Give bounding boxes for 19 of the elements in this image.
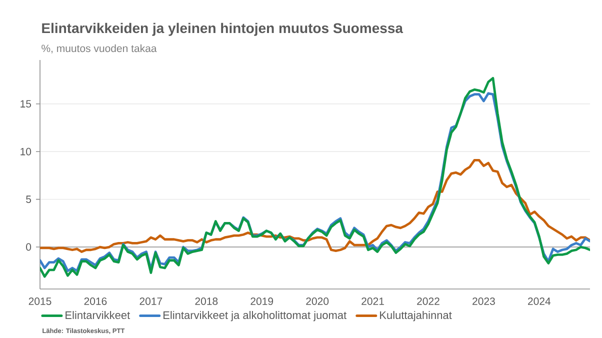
x-tick-label: 2022 [417,298,440,305]
chart-subtitle: %, muutos vuoden takaa [42,44,157,54]
x-tick-label: 2020 [306,298,329,305]
x-tick-label: 2015 [28,298,52,305]
x-tick-label: 2021 [362,298,384,305]
y-tick-label: 5 [26,196,32,203]
x-tick-label: 2024 [528,298,551,305]
y-tick-label: 15 [20,100,32,108]
y-tick-label: 0 [26,243,32,251]
x-tick-label: 2017 [140,298,162,305]
legend-label: Kuluttajahinnat [380,310,452,322]
x-tick-label: 2018 [195,298,218,305]
x-tick-label: 2019 [250,298,274,305]
legend-label: Elintarvikkeet [66,310,130,320]
y-tick-label: 10 [20,148,32,156]
x-tick-label: 2016 [84,298,107,305]
x-tick-label: 2023 [472,298,495,305]
chart-title: Elintarvikkeiden ja yleinen hintojen muutos Suomessa [42,22,404,36]
legend-label: Elintarvikkeet ja alkoholittomat juomat [164,310,347,322]
